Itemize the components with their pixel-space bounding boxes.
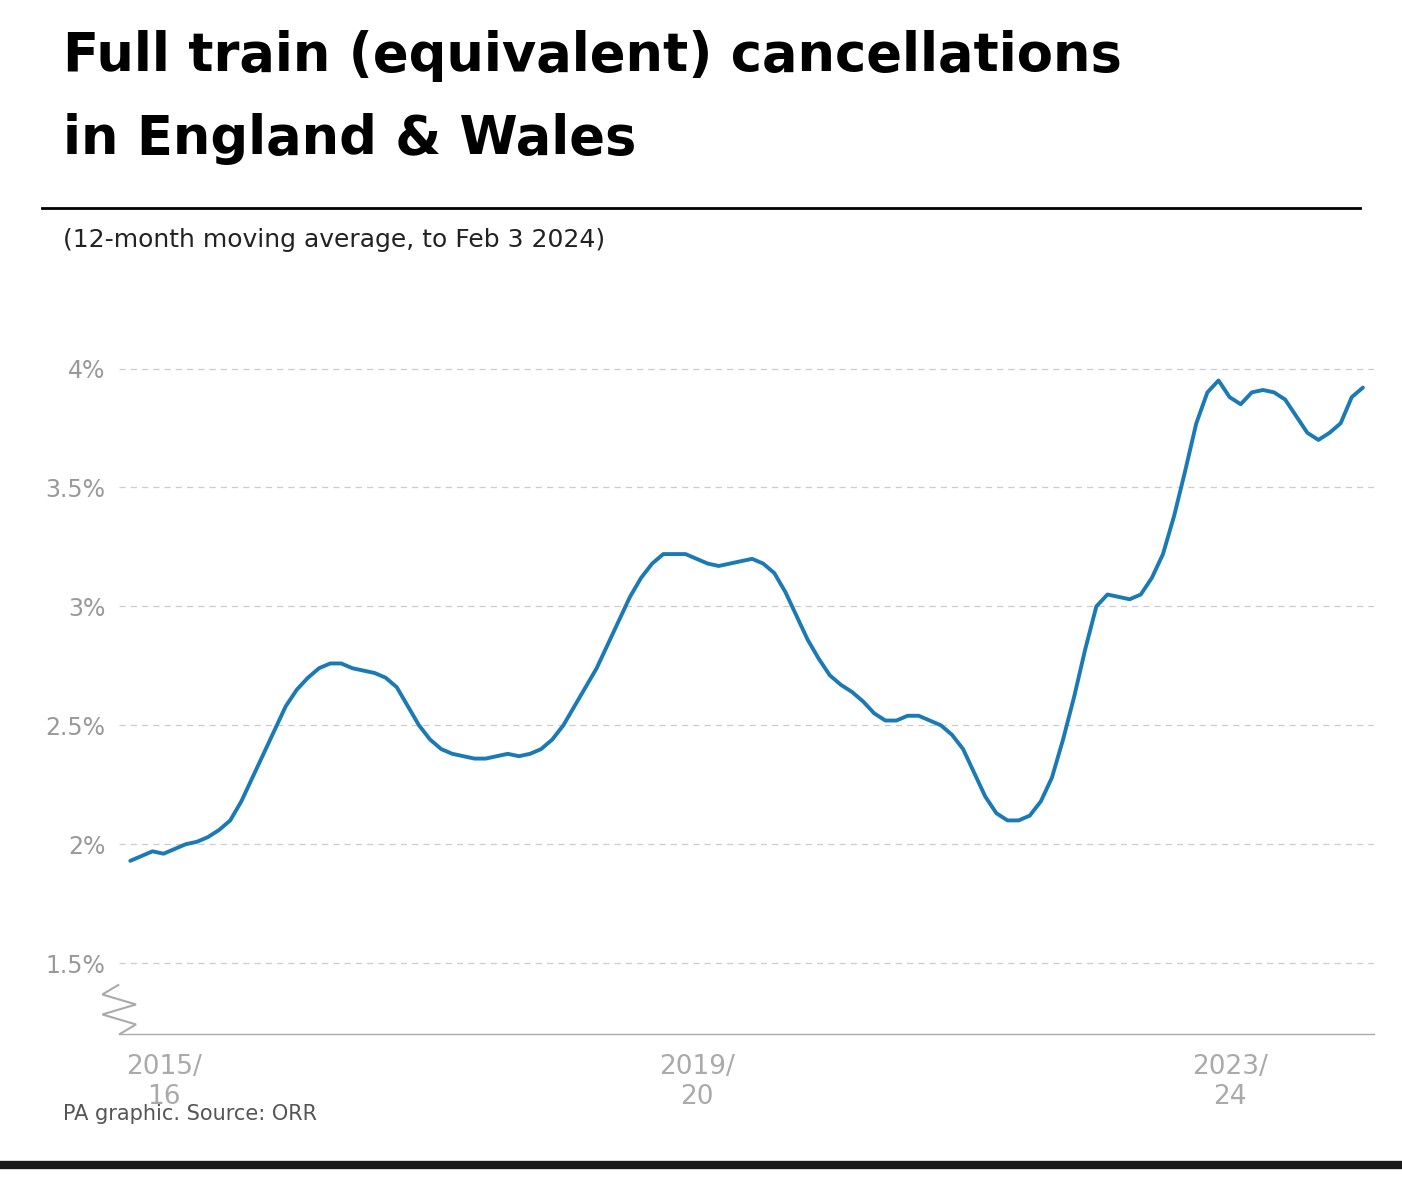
Text: in England & Wales: in England & Wales: [63, 113, 637, 165]
Text: (12-month moving average, to Feb 3 2024): (12-month moving average, to Feb 3 2024): [63, 228, 606, 252]
Text: Full train (equivalent) cancellations: Full train (equivalent) cancellations: [63, 30, 1122, 82]
Text: PA graphic. Source: ORR: PA graphic. Source: ORR: [63, 1103, 317, 1124]
